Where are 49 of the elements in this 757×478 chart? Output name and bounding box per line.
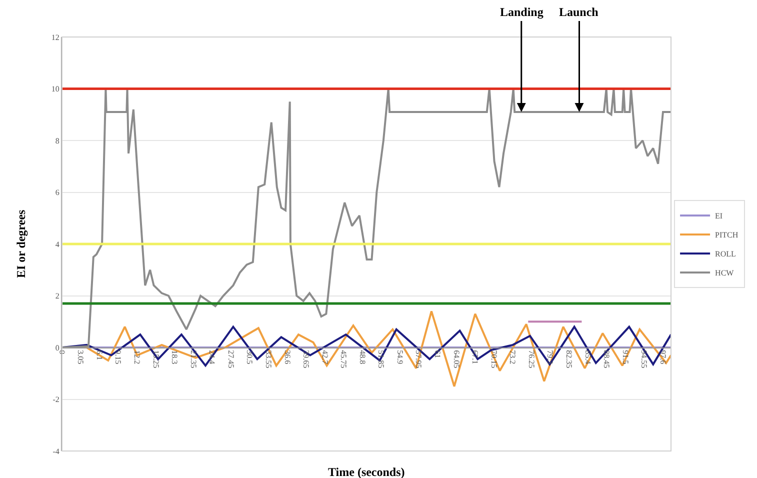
x-tick-label: 88.45	[602, 350, 612, 368]
x-tick-label: 91.5	[620, 350, 630, 364]
y-tick-label: 4	[55, 240, 60, 249]
x-tick-label: 64.05	[452, 350, 461, 368]
x-tick-label: 3.05	[76, 350, 86, 364]
legend-label: PITCH	[715, 230, 738, 240]
x-tick-label: 82.35	[564, 350, 574, 368]
x-tick-label: 57.95	[414, 350, 424, 368]
x-tick-label: 39.65	[302, 350, 311, 368]
x-tick-label: 21.35	[188, 350, 198, 368]
x-tick-label: 61	[433, 350, 442, 358]
legend-label: ROLL	[715, 250, 736, 259]
y-tick-label: 8	[55, 136, 60, 146]
legend-label: EI	[715, 212, 723, 221]
y-tick-label: 12	[51, 32, 60, 42]
x-tick-label: 12.2	[132, 350, 142, 364]
x-tick-label: 76.25	[526, 350, 536, 368]
x-tick-label: 30.5	[245, 350, 254, 364]
y-tick-label: -2	[52, 395, 60, 404]
y-tick-label: 6	[55, 188, 60, 198]
x-tick-label: 79.3	[546, 350, 555, 364]
line-series	[62, 88, 671, 348]
x-tick-label: 27.45	[226, 350, 236, 368]
x-tick-label: 67.1	[470, 350, 480, 364]
x-tick-label: 24.4	[208, 350, 217, 364]
y-tick-label: 10	[51, 84, 60, 94]
x-tick-label: 45.75	[339, 350, 348, 368]
x-tick-label: 85.4	[583, 350, 592, 364]
x-tick-label: 54.9	[395, 350, 404, 364]
x-tick-label: 97.6	[658, 350, 668, 364]
x-tick-label: 70.15	[489, 350, 498, 368]
x-tick-label: 33.55	[264, 350, 273, 368]
x-tick-label: 48.8	[358, 350, 367, 364]
y-axis-title: EI or degrees	[14, 209, 28, 278]
y-tick-label: 2	[55, 292, 60, 301]
x-tick-label: 9.15	[114, 350, 123, 364]
x-tick-label: 18.3	[170, 350, 180, 364]
x-tick-label: 51.85	[376, 350, 386, 368]
y-tick-label: 0	[55, 343, 60, 352]
x-tick-label: 15.25	[151, 350, 160, 368]
x-tick-label: 42.7	[320, 350, 330, 364]
legend-label: HCW	[715, 268, 734, 278]
x-tick-label: 73.2	[508, 350, 518, 364]
x-tick-label: 36.6	[282, 350, 292, 364]
y-tick-label: -4	[52, 446, 60, 456]
x-tick-label: 6.1	[94, 350, 104, 360]
annotation: Landing	[500, 5, 544, 19]
annotation: Launch	[559, 5, 599, 19]
x-tick-label: 94.55	[640, 350, 649, 368]
